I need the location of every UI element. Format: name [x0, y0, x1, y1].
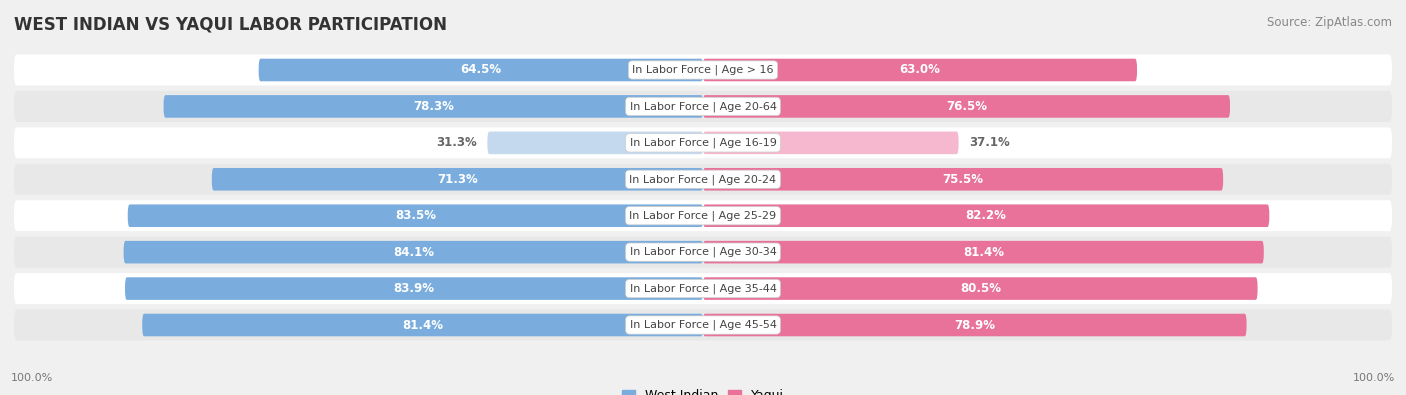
Text: In Labor Force | Age 30-34: In Labor Force | Age 30-34	[630, 247, 776, 258]
FancyBboxPatch shape	[14, 273, 1392, 304]
Text: 82.2%: 82.2%	[966, 209, 1007, 222]
Text: In Labor Force | Age 35-44: In Labor Force | Age 35-44	[630, 283, 776, 294]
FancyBboxPatch shape	[14, 310, 1392, 340]
Text: 100.0%: 100.0%	[11, 373, 53, 383]
Text: 84.1%: 84.1%	[392, 246, 434, 259]
Text: In Labor Force | Age 16-19: In Labor Force | Age 16-19	[630, 137, 776, 148]
Text: 31.3%: 31.3%	[436, 136, 477, 149]
FancyBboxPatch shape	[128, 205, 703, 227]
FancyBboxPatch shape	[14, 164, 1392, 195]
Text: In Labor Force | Age 45-54: In Labor Force | Age 45-54	[630, 320, 776, 330]
FancyBboxPatch shape	[142, 314, 703, 336]
Legend: West Indian, Yaqui: West Indian, Yaqui	[617, 384, 789, 395]
Text: 81.4%: 81.4%	[963, 246, 1004, 259]
FancyBboxPatch shape	[14, 127, 1392, 158]
FancyBboxPatch shape	[14, 55, 1392, 85]
Text: In Labor Force | Age 20-64: In Labor Force | Age 20-64	[630, 101, 776, 112]
FancyBboxPatch shape	[259, 59, 703, 81]
FancyBboxPatch shape	[125, 277, 703, 300]
Text: 78.3%: 78.3%	[413, 100, 454, 113]
Text: 81.4%: 81.4%	[402, 318, 443, 331]
FancyBboxPatch shape	[14, 200, 1392, 231]
Text: Source: ZipAtlas.com: Source: ZipAtlas.com	[1267, 16, 1392, 29]
Text: 83.5%: 83.5%	[395, 209, 436, 222]
Text: 37.1%: 37.1%	[969, 136, 1010, 149]
FancyBboxPatch shape	[703, 168, 1223, 190]
FancyBboxPatch shape	[14, 91, 1392, 122]
Text: 100.0%: 100.0%	[1353, 373, 1395, 383]
Text: 78.9%: 78.9%	[955, 318, 995, 331]
FancyBboxPatch shape	[212, 168, 703, 190]
FancyBboxPatch shape	[703, 59, 1137, 81]
Text: 71.3%: 71.3%	[437, 173, 478, 186]
FancyBboxPatch shape	[163, 95, 703, 118]
FancyBboxPatch shape	[703, 241, 1264, 263]
Text: In Labor Force | Age > 16: In Labor Force | Age > 16	[633, 65, 773, 75]
Text: 64.5%: 64.5%	[460, 64, 502, 77]
Text: 75.5%: 75.5%	[942, 173, 984, 186]
FancyBboxPatch shape	[488, 132, 703, 154]
Text: 63.0%: 63.0%	[900, 64, 941, 77]
FancyBboxPatch shape	[124, 241, 703, 263]
FancyBboxPatch shape	[703, 314, 1247, 336]
FancyBboxPatch shape	[703, 205, 1270, 227]
Text: WEST INDIAN VS YAQUI LABOR PARTICIPATION: WEST INDIAN VS YAQUI LABOR PARTICIPATION	[14, 16, 447, 34]
Text: 83.9%: 83.9%	[394, 282, 434, 295]
FancyBboxPatch shape	[703, 132, 959, 154]
FancyBboxPatch shape	[703, 95, 1230, 118]
Text: In Labor Force | Age 20-24: In Labor Force | Age 20-24	[630, 174, 776, 184]
FancyBboxPatch shape	[703, 277, 1257, 300]
FancyBboxPatch shape	[14, 237, 1392, 268]
Text: 80.5%: 80.5%	[960, 282, 1001, 295]
Text: In Labor Force | Age 25-29: In Labor Force | Age 25-29	[630, 211, 776, 221]
Text: 76.5%: 76.5%	[946, 100, 987, 113]
